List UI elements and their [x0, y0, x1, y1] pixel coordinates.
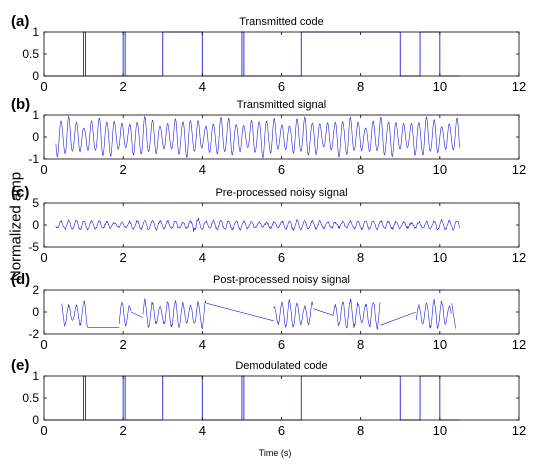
x-tick-label: 2: [120, 250, 127, 265]
x-tick-label: 10: [433, 79, 447, 94]
x-tick-label: 12: [512, 250, 526, 265]
y-tick-label: 0: [32, 218, 39, 232]
y-tick-label: 0: [32, 130, 39, 144]
x-tick-label: 0: [40, 250, 47, 265]
x-tick-label: 6: [278, 423, 285, 438]
x-tick-label: 2: [120, 423, 127, 438]
segment-line: [118, 301, 132, 327]
x-tick-label: 6: [278, 162, 285, 177]
y-tick-label: 0: [32, 69, 39, 83]
x-tick-label: 12: [512, 423, 526, 438]
x-tick-label: 4: [199, 162, 206, 177]
x-tick-label: 6: [278, 337, 285, 352]
axes-box: [43, 202, 520, 248]
panel-title: Post-processed noisy signal: [213, 274, 350, 286]
x-tick-label: 8: [357, 423, 364, 438]
panel-label: (c): [11, 184, 29, 201]
x-tick-label: 0: [40, 162, 47, 177]
link-line: [130, 311, 144, 318]
noisy-signal-line: [55, 217, 460, 232]
y-tick-label: 1: [32, 25, 39, 39]
panel-label: (a): [11, 13, 29, 30]
code-line: [44, 31, 460, 77]
x-axis-label: Time (s): [258, 448, 292, 458]
y-tick-label: 5: [32, 196, 39, 210]
y-tick-label: -5: [28, 240, 39, 254]
panel-title: Transmitted signal: [237, 99, 326, 111]
segment-line: [273, 298, 314, 328]
x-tick-label: 10: [433, 162, 447, 177]
y-tick-label: 1: [32, 108, 39, 122]
code-line: [44, 375, 460, 421]
x-tick-label: 8: [357, 337, 364, 352]
segment-line: [61, 300, 88, 328]
x-tick-label: 2: [120, 79, 127, 94]
axes-box: [43, 114, 520, 160]
segment-line: [142, 297, 207, 330]
y-tick-label: 0: [32, 413, 39, 427]
x-tick-label: 0: [40, 423, 47, 438]
x-tick-label: 0: [40, 337, 47, 352]
panel-title: Demodulated code: [235, 360, 327, 372]
link-line: [313, 308, 334, 316]
x-tick-label: 10: [433, 337, 447, 352]
y-tick-label: 0.5: [22, 391, 39, 405]
panel-a: (a) Transmitted code 0 2 4 6 8 10 12 0 0.5 1: [11, 13, 526, 94]
y-tick-label: 0: [32, 305, 39, 319]
panel-label: (d): [11, 271, 30, 288]
link-line: [206, 302, 274, 322]
y-tick-label: -1: [28, 152, 39, 166]
x-tick-label: 8: [357, 79, 364, 94]
x-tick-label: 8: [357, 162, 364, 177]
x-tick-label: 0: [40, 79, 47, 94]
signal-line: [55, 115, 460, 159]
panel-c: (c) Pre-processed noisy signal 0 2 4 6 8 10 12 -5…: [11, 184, 526, 265]
x-tick-label: 12: [512, 337, 526, 352]
y-tick-label: 0.5: [22, 47, 39, 61]
panel-label: (e): [11, 357, 29, 374]
x-tick-label: 4: [199, 79, 206, 94]
x-tick-label: 8: [357, 250, 364, 265]
y-axis-label: Normalized amp: [7, 171, 25, 282]
y-tick-label: 1: [32, 369, 39, 383]
axes-box: [43, 31, 520, 77]
x-tick-label: 2: [120, 337, 127, 352]
x-tick-label: 10: [433, 250, 447, 265]
x-tick-label: 12: [512, 162, 526, 177]
panel-title: Transmitted code: [239, 16, 324, 28]
x-tick-label: 6: [278, 79, 285, 94]
x-tick-label: 2: [120, 162, 127, 177]
x-tick-label: 4: [199, 337, 206, 352]
x-tick-label: 4: [199, 423, 206, 438]
y-tick-label: 2: [32, 283, 39, 297]
link-line: [380, 311, 417, 326]
x-tick-label: 12: [512, 79, 526, 94]
panel-label: (b): [11, 96, 30, 113]
y-tick-label: -2: [28, 327, 39, 341]
panel-d: (d) Post-processed noisy signal 0 2 4 6 8 10 12 -…: [11, 271, 526, 352]
axes-box: [43, 375, 520, 421]
x-tick-label: 6: [278, 250, 285, 265]
x-tick-label: 4: [199, 250, 206, 265]
segment-line: [332, 298, 381, 330]
x-tick-label: 10: [433, 423, 447, 438]
segment-line: [415, 298, 452, 330]
panel-e: (e) Demodulated code 0 2 4 6 8 10 12 0 0.5 1: [11, 357, 526, 438]
link-line: [451, 303, 456, 329]
panel-title: Pre-processed noisy signal: [215, 187, 347, 199]
